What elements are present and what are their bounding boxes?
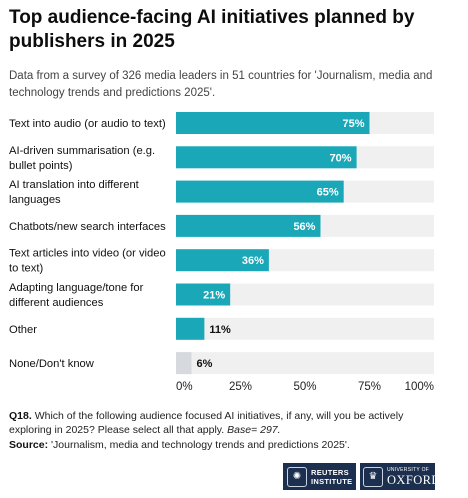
bar-track — [176, 283, 434, 306]
category-label: AI translation into different languages — [9, 179, 140, 206]
bar — [176, 352, 192, 375]
category-label: Adapting language/tone for different audi… — [9, 282, 144, 309]
chart-subtitle: Data from a survey of 326 media leaders … — [9, 70, 433, 99]
bar — [176, 112, 370, 134]
bar — [176, 146, 357, 169]
x-tick-label: 100% — [405, 381, 434, 393]
bar — [176, 283, 231, 306]
oxford-logo-big: OXFORD — [387, 472, 441, 487]
value-label: 21% — [203, 290, 225, 302]
question-label: Q18. — [9, 410, 32, 422]
value-label: 36% — [242, 255, 264, 267]
value-label: 75% — [342, 118, 364, 130]
bar — [176, 214, 321, 237]
value-label: 6% — [196, 358, 212, 370]
bar-track — [176, 317, 434, 340]
source-note: Source: 'Journalism, media and technolog… — [9, 439, 449, 452]
oxford-crest-icon: ♛ — [363, 466, 383, 487]
bar — [176, 249, 269, 272]
survey-question: Q18. Which of the following audience foc… — [9, 410, 439, 437]
source-text: 'Journalism, media and technology trends… — [51, 439, 350, 451]
reuters-logo-line2: INSTITUTE — [311, 476, 353, 486]
x-tick-label: 50% — [293, 381, 316, 393]
bar-track — [176, 352, 434, 375]
value-label: 65% — [317, 187, 339, 199]
category-label: Text into audio (or audio to text) — [9, 118, 166, 130]
x-tick-label: 75% — [358, 381, 381, 393]
oxford-university-logo: ♛ UNIVERSITY OF OXFORD — [360, 463, 440, 490]
category-label: Chatbots/new search interfaces — [9, 221, 166, 233]
question-text: Which of the following audience focused … — [9, 410, 404, 436]
x-tick-label: 0% — [176, 381, 193, 393]
value-label: 56% — [293, 221, 315, 233]
source-label: Source: — [9, 439, 49, 451]
reuters-logo-line1: REUTERS — [311, 467, 349, 477]
category-label: None/Don't know — [9, 358, 95, 370]
bar — [176, 180, 344, 203]
value-label: 70% — [330, 152, 352, 164]
reuters-institute-logo: ✺ REUTERS INSTITUTE — [283, 463, 356, 490]
category-label: Other — [9, 324, 37, 336]
value-label: 11% — [209, 324, 231, 336]
chart-title: Top audience-facing AI initiatives plann… — [9, 7, 415, 52]
bar-chart: Text into audio (or audio to text) 75% AI-… — [9, 112, 434, 393]
oxford-logo-small: UNIVERSITY OF — [387, 466, 430, 473]
x-tick-label: 25% — [229, 381, 252, 393]
bar — [176, 317, 205, 340]
category-label: Text articles into video (or video to tex… — [9, 248, 166, 275]
category-label: AI-driven summarisation (e.g. bullet poin… — [9, 145, 155, 172]
reuters-emblem-icon: ✺ — [287, 466, 307, 487]
base-text: Base= 297. — [227, 423, 281, 436]
